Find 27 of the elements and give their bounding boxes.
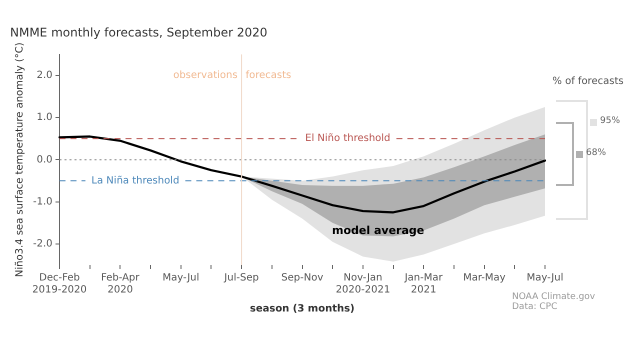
annotation: forecasts [246, 70, 292, 82]
y-tick-label: 0.0 [36, 154, 53, 166]
chart-title: NMME monthly forecasts, September 2020 [10, 25, 268, 40]
ref-line-label: El Niño threshold [305, 133, 390, 144]
x-tick-label: Sep-Nov [281, 272, 324, 284]
ref-line-label: observations [173, 70, 238, 82]
ref-line-label: La Niña threshold [91, 175, 180, 186]
x-tick-label: May-Jul [162, 272, 200, 284]
series-label: model average [332, 224, 424, 238]
y-tick-label: 1.0 [36, 112, 53, 124]
x-tick-label: Dec-Feb 2019-2020 [32, 272, 87, 296]
x-tick-label: Nov-Jan 2020-2021 [336, 272, 390, 296]
x-tick-label: May-Jul [526, 272, 564, 284]
y-axis-title: Niño3.4 sea surface temperature anomaly (°C) [14, 42, 26, 278]
legend-title: % of forecasts [551, 76, 625, 87]
legend-label: 95% [599, 116, 620, 126]
x-tick-label: Feb-Apr 2020 [100, 272, 140, 296]
y-tick-label: 2.0 [36, 70, 53, 82]
y-tick-label: -2.0 [32, 238, 53, 250]
text: NOAA Climate.gov [512, 292, 596, 302]
x-axis-title: season (3 months) [250, 304, 355, 315]
x-tick-label: Jul-Sep [223, 272, 259, 284]
legend-label: 68% [585, 148, 606, 158]
x-tick-label: Jan-Mar 2021 [404, 272, 444, 296]
x-tick-label: Mar-May [463, 272, 506, 284]
text: Data: CPC [512, 302, 558, 312]
y-tick-label: -1.0 [32, 196, 53, 208]
